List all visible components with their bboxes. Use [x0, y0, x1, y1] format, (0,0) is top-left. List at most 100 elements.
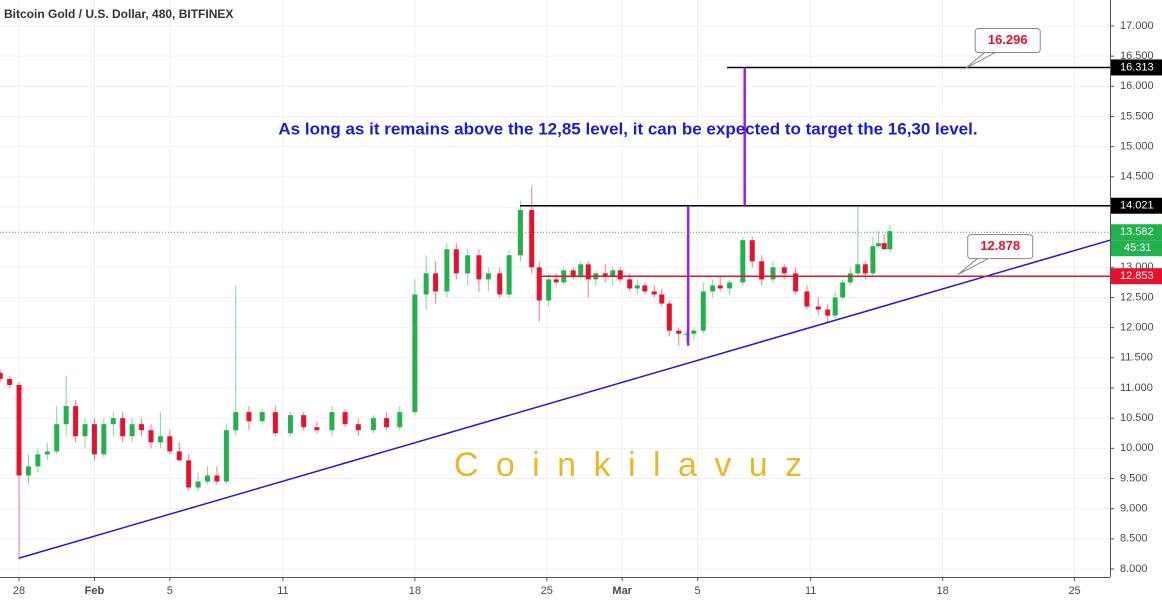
x-tick-label: 25 — [1068, 585, 1080, 597]
x-tick-label: 18 — [409, 585, 421, 597]
candle-body — [384, 418, 390, 428]
candle-body — [186, 460, 192, 488]
candle-body — [781, 267, 787, 274]
current-price-tag-bg — [1111, 224, 1162, 241]
candle-body — [804, 291, 810, 307]
candle-body — [54, 424, 60, 452]
candle-body — [91, 424, 97, 455]
candle-body — [214, 475, 220, 482]
candle-body — [876, 243, 882, 247]
candle-body — [700, 291, 706, 331]
candle-body — [301, 415, 307, 428]
y-tick-label: 12.500 — [1120, 291, 1154, 303]
candle-body — [627, 279, 633, 289]
candle-body — [25, 466, 31, 476]
y-tick-label: 9.500 — [1120, 472, 1148, 484]
candle-body — [553, 279, 559, 283]
candle-body — [35, 454, 41, 467]
x-tick-label: 11 — [277, 585, 288, 597]
candle-body — [139, 424, 145, 431]
candle-body — [44, 451, 50, 455]
candle-body — [749, 240, 755, 262]
candle-body — [73, 406, 79, 437]
candle-body — [666, 303, 672, 331]
candle-body — [506, 255, 512, 295]
current-price-tag: 13.582 — [1120, 226, 1154, 238]
candle-body — [610, 270, 616, 277]
x-tick-label: 28 — [13, 585, 25, 597]
annotation: As long as it remains above the 12,85 le… — [278, 119, 977, 138]
x-tick-label: 5 — [695, 585, 701, 597]
candle-body — [536, 267, 542, 301]
x-tick-label: Mar — [612, 585, 632, 597]
candle-body — [870, 246, 876, 274]
y-tick-label: 15.500 — [1120, 110, 1154, 122]
candle-body — [433, 273, 439, 292]
price-tag: 16.313 — [1120, 61, 1154, 73]
candle-body — [651, 291, 657, 295]
trendline — [18, 239, 1111, 559]
x-tick-label: 5 — [167, 585, 173, 597]
candle-body — [602, 273, 608, 277]
candle-body — [120, 418, 126, 437]
candle-body — [444, 249, 450, 292]
candle-body — [16, 384, 22, 476]
candle-body — [862, 264, 868, 274]
candle-body — [617, 270, 623, 280]
candle-body — [423, 273, 429, 295]
candle-body — [727, 282, 733, 289]
candle-body — [7, 378, 13, 385]
candle-body — [195, 481, 201, 488]
candle-body — [683, 333, 689, 335]
candle-body — [759, 261, 765, 280]
x-tick-label: 25 — [541, 585, 553, 597]
candle-body — [710, 285, 716, 292]
callout-box — [967, 234, 1034, 260]
candle-body — [546, 279, 552, 301]
callout-label: 16.296 — [988, 32, 1028, 47]
candle-body — [529, 210, 535, 268]
candle-body — [840, 282, 846, 298]
price-tag-bg — [1111, 197, 1162, 214]
y-tick-label: 11.500 — [1120, 352, 1153, 364]
candle-body — [770, 267, 776, 280]
callout-label: 12.878 — [980, 238, 1020, 253]
candle-body — [0, 372, 3, 379]
y-tick-label: 14.500 — [1120, 171, 1154, 183]
candle-body — [676, 330, 682, 334]
candle-body — [793, 273, 799, 292]
y-tick-label: 8.000 — [1120, 563, 1148, 575]
countdown-bg — [1111, 240, 1162, 257]
candle-body — [465, 255, 471, 274]
candle-body — [634, 285, 640, 289]
candle-body — [223, 430, 229, 482]
candle-body — [129, 424, 135, 437]
candle-body — [825, 309, 831, 316]
plot: C o i n k i l a v u z As long as it remai… — [0, 27, 1111, 560]
y-tick-label: 16.500 — [1120, 50, 1154, 62]
price-tag-bg — [1111, 59, 1162, 76]
candle-body — [101, 424, 107, 455]
candle-body — [233, 412, 239, 431]
candle-body — [585, 264, 591, 280]
candle-body — [397, 412, 403, 428]
candle-body — [570, 270, 576, 277]
candle-body — [740, 240, 746, 283]
candle-body — [578, 264, 584, 277]
y-tick-label: 10.500 — [1120, 412, 1154, 424]
candle-body — [355, 424, 361, 431]
candle-body — [110, 418, 116, 425]
candle-body — [176, 451, 182, 461]
candle-body — [157, 436, 163, 443]
candle-body — [412, 294, 418, 413]
candle-body — [717, 285, 723, 289]
chart-title: Bitcoin Gold / U.S. Dollar, 480, BITFINE… — [4, 7, 233, 21]
candle-body — [881, 243, 887, 250]
candle-body — [855, 264, 861, 274]
candle-body — [167, 436, 173, 452]
y-tick-label: 10.000 — [1120, 442, 1154, 454]
candle-body — [148, 430, 154, 443]
